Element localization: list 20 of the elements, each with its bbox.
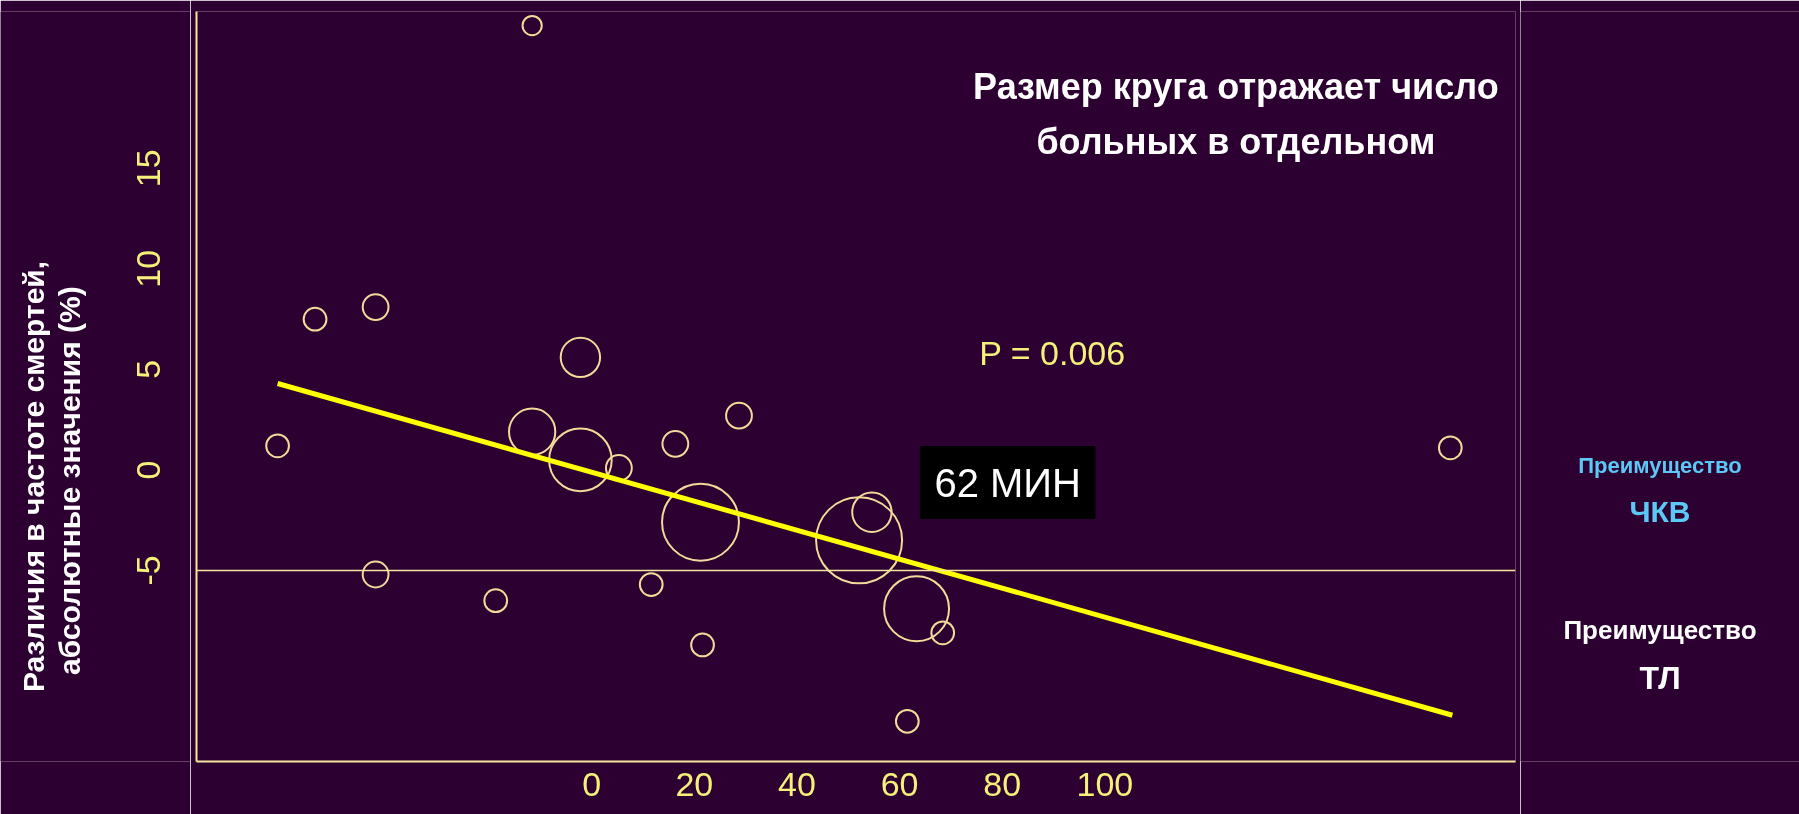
text: Преимущество (1578, 452, 1742, 478)
y-axis-title: Различия в частоте смертей, абсолютные значения (%) (17, 260, 87, 693)
annotation: 62 МИН (934, 460, 1081, 505)
y-tick-label: 10 (129, 249, 168, 288)
annotation: Размер круга отражает число (973, 66, 1499, 107)
text: ТЛ (1639, 659, 1681, 696)
x-tick-label: 0 (582, 764, 602, 803)
annotation: больных в отдельном (1036, 120, 1436, 162)
y-tick-label: 5 (129, 359, 168, 379)
text: ЧКВ (1629, 494, 1691, 528)
y-tick-label: 15 (129, 149, 168, 188)
y-tick-label: 0 (129, 460, 168, 480)
x-tick-label: 100 (1076, 764, 1134, 803)
x-tick-label: 20 (675, 764, 714, 803)
text: Преимущество (1563, 614, 1757, 645)
x-tick-label: 60 (880, 764, 919, 803)
x-tick-label: 40 (778, 764, 816, 803)
x-tick-label: 80 (983, 764, 1022, 803)
y-tick-label: -5 (129, 555, 168, 586)
annotation: P = 0.006 (979, 333, 1126, 372)
